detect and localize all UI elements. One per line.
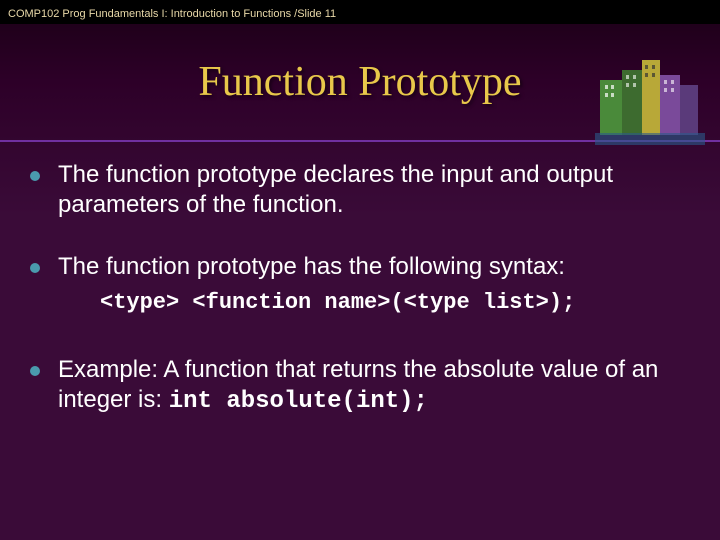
bullet-text: The function prototype declares the inpu… [58, 160, 690, 220]
bullet-item: Example: A function that returns the abs… [30, 355, 690, 417]
bullet-icon [30, 263, 40, 273]
example-code: int absolute(int); [169, 388, 428, 415]
slide: COMP102 Prog Fundamentals I: Introductio… [0, 0, 720, 540]
bullet-item: The function prototype has the following… [30, 252, 690, 282]
bullet-icon [30, 366, 40, 376]
header-bar: COMP102 Prog Fundamentals I: Introductio… [0, 0, 720, 24]
bullet-item: The function prototype declares the inpu… [30, 160, 690, 220]
code-syntax: <type> <function name>(<type list>); [100, 290, 690, 315]
slide-title: Function Prototype [0, 58, 720, 106]
bullet-icon [30, 171, 40, 181]
bullet-text: The function prototype has the following… [58, 252, 565, 282]
bullet-text: Example: A function that returns the abs… [58, 355, 690, 417]
header-text: COMP102 Prog Fundamentals I: Introductio… [8, 8, 336, 20]
content-area: The function prototype declares the inpu… [30, 160, 690, 449]
